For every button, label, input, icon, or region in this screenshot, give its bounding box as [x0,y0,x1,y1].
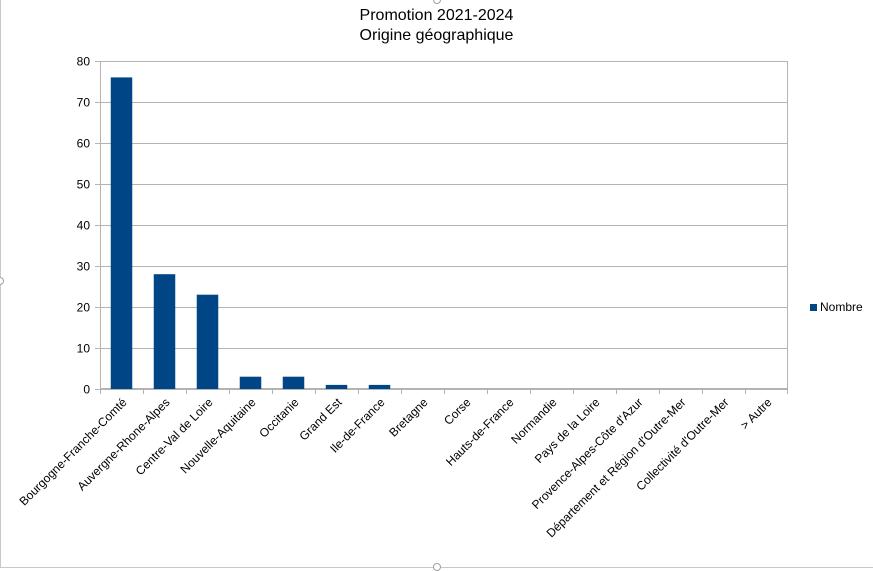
bars [110,77,391,390]
y-tick-label: 10 [77,342,91,356]
y-tick-label: 70 [77,96,91,110]
y-tick-label: 0 [83,383,90,397]
legend-swatch [810,303,817,311]
bar [239,376,262,389]
bar [153,274,176,389]
y-axis-ticks: 0 10 20 30 40 50 60 70 80 [77,55,91,397]
chart-title: Promotion 2021-2024 [359,7,514,24]
x-axis-labels: Bourgogne-Franche-ComtéAuvergne-Rhone-Al… [16,395,774,540]
x-tick-label: Bretagne [386,395,431,440]
x-tick-label: Nouvelle-Aquitaine [177,395,258,476]
y-tick-label: 30 [77,260,91,274]
bar [368,384,391,389]
bar [282,376,305,389]
gridlines [95,61,788,394]
y-tick-label: 60 [77,137,91,151]
y-tick-label: 80 [77,55,91,69]
bar [325,384,348,389]
plot-area-border [100,61,788,389]
y-tick-label: 40 [77,219,91,233]
x-tick-label: Corse [441,395,474,428]
legend: Nombre [810,300,863,314]
y-tick-label: 20 [77,301,91,315]
chart-subtitle: Origine géographique [359,27,514,44]
y-tick-label: 50 [77,178,91,192]
x-tick-label: Occitanie [256,395,302,441]
legend-label: Nombre [820,300,863,314]
x-tick-label: > Autre [738,395,775,432]
bar [110,77,133,390]
resize-handle-bottom[interactable] [433,563,441,571]
bar [196,294,219,389]
x-tick-label: Centre-Val de Loire [133,395,216,478]
